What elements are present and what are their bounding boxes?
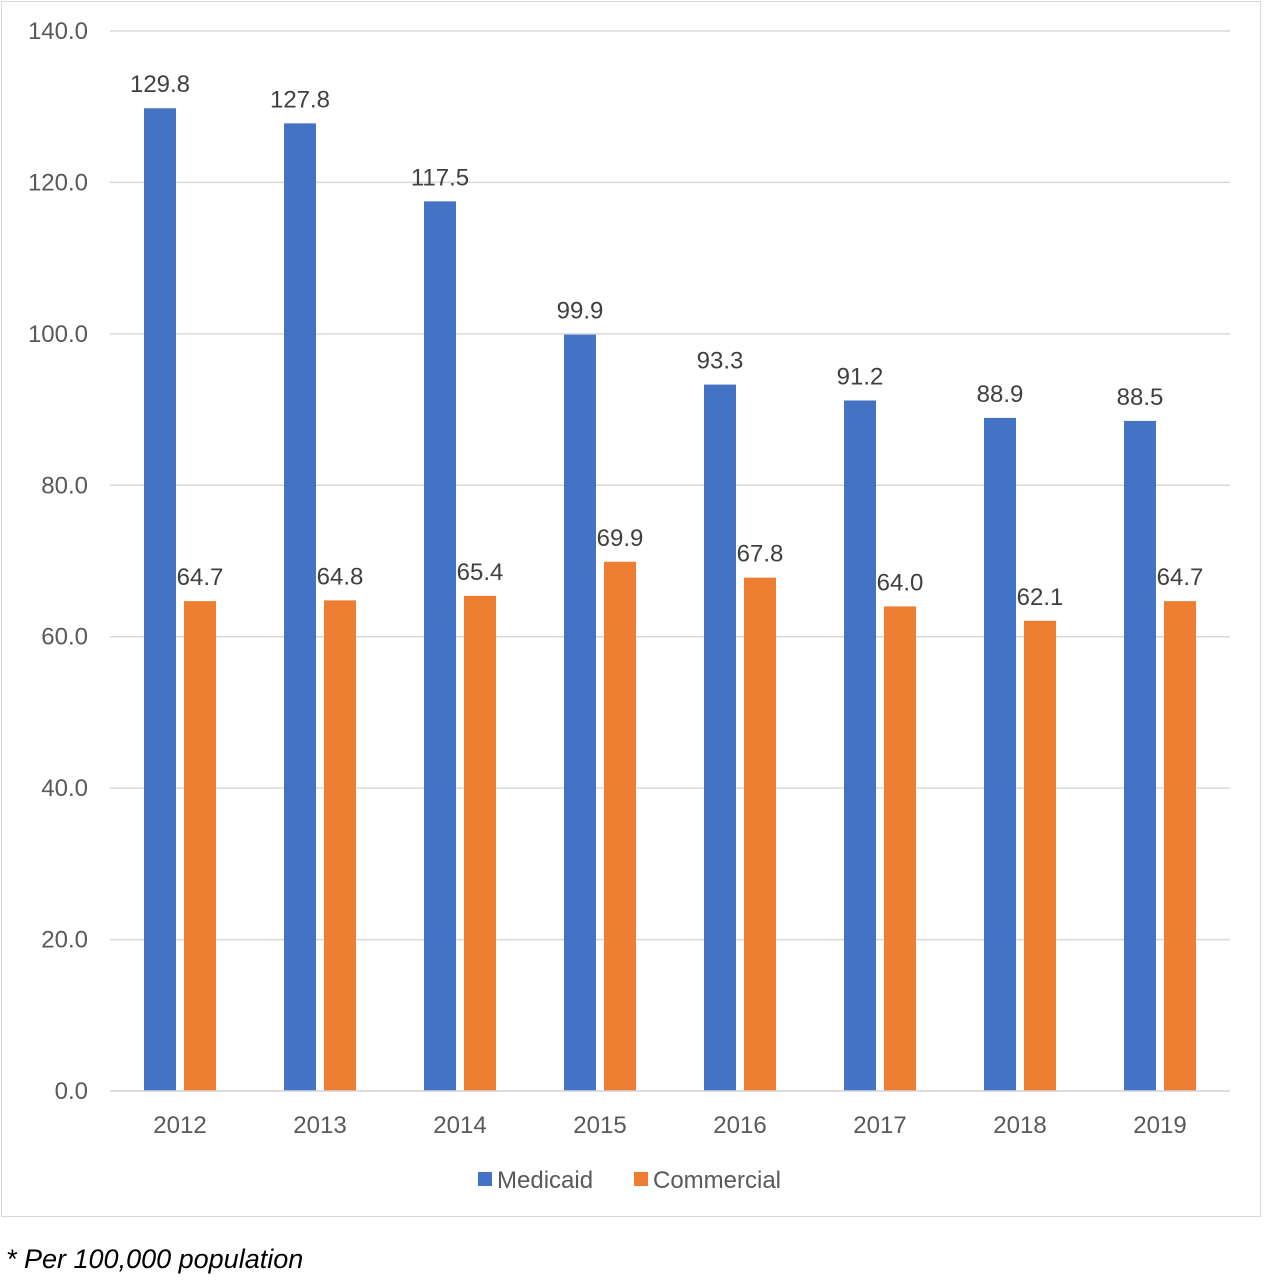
legend: Medicaid Commercial <box>478 1167 781 1194</box>
data-label-commercial-2012: 64.7 <box>177 564 224 591</box>
data-label-medicaid-2015: 99.9 <box>557 298 604 325</box>
data-label-commercial-2016: 67.8 <box>737 541 784 568</box>
y-tick-label: 140.0 <box>28 18 88 45</box>
bar-medicaid-2014 <box>424 201 456 1091</box>
bar-commercial-2015 <box>604 561 636 1091</box>
data-label-medicaid-2013: 127.8 <box>270 86 330 113</box>
bar-medicaid-2018 <box>984 417 1016 1091</box>
x-tick-label: 2018 <box>993 1112 1046 1139</box>
x-tick-label: 2019 <box>1133 1112 1186 1139</box>
bar-medicaid-2015 <box>564 334 596 1092</box>
x-tick-label: 2015 <box>573 1112 626 1139</box>
x-tick-label: 2012 <box>153 1112 206 1139</box>
bar-commercial-2013 <box>324 600 356 1091</box>
bar-medicaid-2017 <box>844 400 876 1091</box>
data-label-medicaid-2012: 129.8 <box>130 71 190 98</box>
bar-commercial-2012 <box>184 601 216 1091</box>
legend-swatch-commercial <box>634 1172 648 1186</box>
y-axis-ticks: 0.0 20.0 40.0 60.0 80.0 100.0 120.0 140.0 <box>28 18 88 1105</box>
data-label-commercial-2015: 69.9 <box>597 525 644 552</box>
data-label-medicaid-2014: 117.5 <box>411 164 469 191</box>
y-tick-label: 40.0 <box>41 775 88 802</box>
data-labels: 129.8 64.7 127.8 64.8 117.5 65.4 99.9 69.9 93.3 6… <box>130 71 1203 611</box>
legend-label-medicaid: Medicaid <box>497 1167 593 1194</box>
y-tick-label: 120.0 <box>28 169 88 196</box>
bar-commercial-2016 <box>744 577 776 1091</box>
y-tick-label: 80.0 <box>41 472 88 499</box>
x-axis-ticks: 2012 2013 2014 2015 2016 2017 2018 2019 <box>110 1090 1230 1139</box>
data-label-commercial-2017: 64.0 <box>877 569 924 596</box>
y-tick-label: 60.0 <box>41 624 88 651</box>
data-label-medicaid-2018: 88.9 <box>977 381 1024 408</box>
data-label-medicaid-2017: 91.2 <box>837 363 884 390</box>
bar-commercial-2014 <box>464 595 496 1091</box>
gridlines <box>110 30 1230 1092</box>
bar-commercial-2019 <box>1164 601 1196 1091</box>
x-tick-label: 2017 <box>853 1112 906 1139</box>
bar-medicaid-2019 <box>1124 420 1156 1091</box>
x-tick-label: 2016 <box>713 1112 766 1139</box>
bar-medicaid-2012 <box>144 108 176 1091</box>
bar-chart: 0.0 20.0 40.0 60.0 80.0 100.0 120.0 140.0 129.8… <box>28 18 1230 1194</box>
y-tick-label: 100.0 <box>28 321 88 348</box>
data-label-medicaid-2016: 93.3 <box>697 348 744 375</box>
bar-medicaid-2016 <box>704 384 736 1092</box>
footnote: * Per 100,000 population <box>6 1244 304 1274</box>
bar-commercial-2018 <box>1024 620 1056 1091</box>
bar-commercial-2017 <box>884 606 916 1091</box>
y-tick-label: 0.0 <box>55 1078 88 1105</box>
bar-medicaid-2013 <box>284 123 316 1091</box>
legend-label-commercial: Commercial <box>653 1167 781 1194</box>
y-tick-label: 20.0 <box>41 927 88 954</box>
data-label-commercial-2014: 65.4 <box>457 559 504 586</box>
x-tick-label: 2013 <box>293 1112 346 1139</box>
x-tick-label: 2014 <box>433 1112 486 1139</box>
legend-swatch-medicaid <box>478 1172 492 1186</box>
data-label-commercial-2013: 64.8 <box>317 563 364 590</box>
data-label-commercial-2018: 62.1 <box>1017 584 1064 611</box>
data-label-commercial-2019: 64.7 <box>1157 564 1204 591</box>
data-label-medicaid-2019: 88.5 <box>1117 384 1164 411</box>
bars <box>144 108 1196 1092</box>
